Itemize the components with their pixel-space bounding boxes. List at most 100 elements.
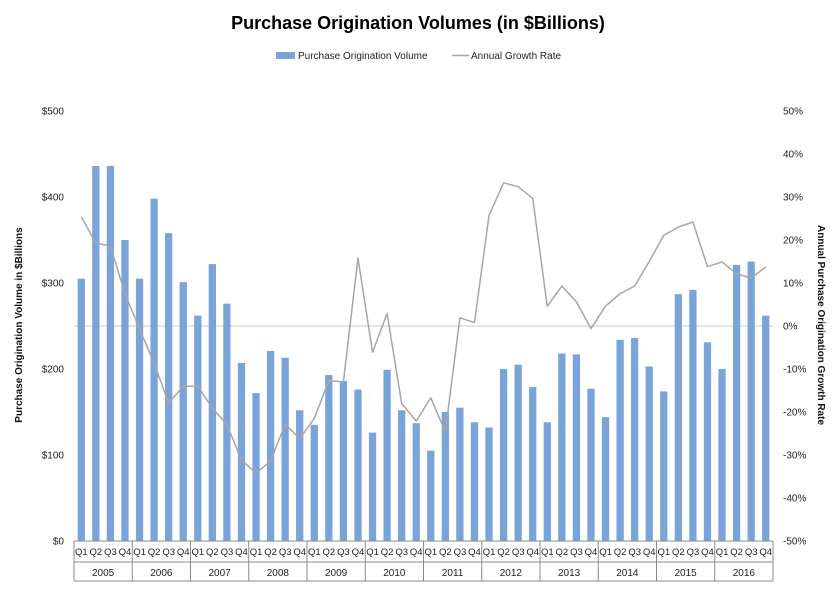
bar <box>368 432 377 541</box>
x-tick-label-quarter: Q4 <box>352 547 365 558</box>
y-tick-label: $300 <box>42 279 65 290</box>
bar <box>732 264 741 541</box>
y-tick-label: $0 <box>53 537 65 548</box>
bar <box>529 387 537 541</box>
x-tick-label-quarter: Q4 <box>585 547 598 558</box>
chart-title: Purchase Origination Volumes (in $Billio… <box>231 13 605 33</box>
bar <box>747 261 755 541</box>
growth-rate-line <box>80 182 767 474</box>
x-tick-label-quarter: Q3 <box>162 547 175 558</box>
y2-tick-label: 40% <box>783 150 803 161</box>
bar <box>412 423 420 541</box>
y2-tick-label: -10% <box>783 365 806 376</box>
x-tick-label-year: 2005 <box>92 568 115 579</box>
bar <box>616 339 624 541</box>
y2-tick-label: -20% <box>783 408 806 419</box>
y2-tick-label: 30% <box>783 193 803 204</box>
y2-tick-label: -40% <box>783 494 806 505</box>
x-tick-label-quarter: Q3 <box>337 547 350 558</box>
bar <box>223 303 231 541</box>
legend-label-line: Annual Growth Rate <box>471 51 561 62</box>
bar <box>150 198 158 541</box>
x-tick-label-year: 2014 <box>616 568 639 579</box>
x-tick-label-quarter: Q2 <box>90 547 103 558</box>
legend-swatch-bar <box>276 52 295 59</box>
x-tick-label-quarter: Q2 <box>614 547 627 558</box>
x-tick-label-quarter: Q1 <box>250 547 263 558</box>
x-tick-label-quarter: Q2 <box>206 547 219 558</box>
x-tick-label-year: 2009 <box>325 568 348 579</box>
x-tick-label-quarter: Q1 <box>191 547 204 558</box>
y-tick-label: $500 <box>42 107 65 118</box>
bar <box>514 364 522 541</box>
x-tick-label-quarter: Q1 <box>657 547 670 558</box>
x-tick-label-quarter: Q1 <box>366 547 379 558</box>
bar <box>106 166 115 542</box>
bar <box>645 366 653 541</box>
bar <box>310 424 318 541</box>
x-tick-label-quarter: Q1 <box>541 547 554 558</box>
legend: Purchase Origination Volume Annual Growt… <box>276 51 561 62</box>
x-tick-label-quarter: Q2 <box>556 547 569 558</box>
x-tick-label-quarter: Q4 <box>293 547 306 558</box>
bar <box>587 388 595 541</box>
bar <box>543 422 551 541</box>
bar <box>252 393 260 541</box>
bar <box>572 354 581 541</box>
y2-tick-label: 10% <box>783 279 803 290</box>
x-tick-label-year: 2006 <box>150 568 173 579</box>
x-tick-label-quarter: Q2 <box>323 547 336 558</box>
x-tick-label-quarter: Q3 <box>628 547 641 558</box>
x-tick-label-quarter: Q1 <box>483 547 496 558</box>
x-tick-label-year: 2015 <box>675 568 698 579</box>
bar <box>383 369 391 541</box>
x-tick-label-quarter: Q3 <box>104 547 117 558</box>
x-tick-label-year: 2013 <box>558 568 581 579</box>
bar <box>718 369 726 541</box>
bar <box>135 278 144 541</box>
x-tick-label-quarter: Q4 <box>235 547 248 558</box>
x-tick-label-quarter: Q2 <box>264 547 277 558</box>
bar <box>427 450 435 541</box>
y2-axis-ticks: -50% -40% -30% -20% -10% 0% 10% 20% 30% 40% 50% <box>783 107 806 548</box>
bar <box>601 417 610 541</box>
x-tick-label-year: 2012 <box>500 568 523 579</box>
x-tick-label-quarter: Q4 <box>759 547 772 558</box>
x-tick-label-quarter: Q1 <box>424 547 437 558</box>
bar <box>660 391 668 541</box>
x-tick-label-quarter: Q4 <box>701 547 714 558</box>
bar <box>296 410 304 541</box>
x-tick-label-quarter: Q3 <box>687 547 700 558</box>
x-axis: Q1 Q2 Q3 Q4 Q1 Q2 Q3 Q4 Q1 Q2 Q3 Q4 Q1 Q2 Q3 Q4 Q1 Q2 Q3 Q4… <box>73 540 774 582</box>
bar <box>441 412 449 541</box>
bar <box>703 342 712 541</box>
x-tick-label-quarter: Q4 <box>643 547 656 558</box>
x-tick-label-quarter: Q4 <box>177 547 190 558</box>
bar <box>121 240 129 541</box>
y2-tick-label: 20% <box>783 236 803 247</box>
y-tick-label: $200 <box>42 365 65 376</box>
x-tick-label-year: 2007 <box>209 568 232 579</box>
bar <box>558 353 566 541</box>
x-tick-label-quarter: Q2 <box>672 547 685 558</box>
x-tick-label-quarter: Q1 <box>75 547 88 558</box>
x-tick-label-quarter: Q3 <box>570 547 583 558</box>
x-tick-label-quarter: Q3 <box>454 547 467 558</box>
bar <box>674 294 682 541</box>
bar <box>456 407 464 541</box>
y2-tick-label: 50% <box>783 107 803 118</box>
x-tick-label-quarter: Q4 <box>410 547 423 558</box>
y2-axis-title: Annual Purchase Origination Growth Rate <box>815 225 826 425</box>
x-tick-label-quarter: Q1 <box>308 547 321 558</box>
growth-line-series <box>80 182 767 474</box>
bar <box>485 427 493 541</box>
x-tick-label-quarter: Q3 <box>512 547 525 558</box>
bar <box>325 375 333 541</box>
bar <box>237 362 246 541</box>
bar <box>354 389 362 541</box>
x-tick-label-year: 2016 <box>733 568 756 579</box>
x-tick-label-quarter: Q3 <box>279 547 292 558</box>
x-tick-label-quarter: Q2 <box>439 547 452 558</box>
